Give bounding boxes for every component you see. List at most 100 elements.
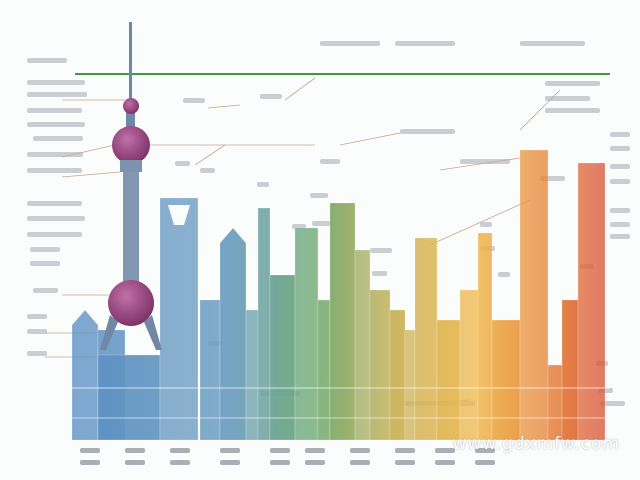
leader-line [61,144,116,158]
leader-lines [45,77,561,406]
label-scribble [610,132,630,137]
tick-scribble [270,460,290,465]
label-scribble [33,136,83,141]
building [414,237,438,441]
building [577,162,606,441]
tick-scribble [220,448,240,453]
label-scribble [27,232,82,237]
leader-line [61,171,121,178]
building [257,207,271,441]
tick-scribble [170,448,190,453]
leader-line [439,157,521,171]
label-scribble [480,222,492,227]
label-scribble [33,288,58,293]
label-scribble [292,224,306,229]
tick-scribble [435,460,455,465]
label-scribble [257,182,269,187]
label-scribble [27,92,87,97]
leader-line [339,132,401,146]
building [519,149,549,441]
tick-scribble [270,448,290,453]
label-scribble [27,216,85,221]
building [404,329,416,441]
building [477,232,493,441]
watermark: www.gdxmfw.com [452,434,620,454]
building [354,249,371,441]
label-scribble [27,168,82,173]
label-scribble [27,351,47,356]
leader-line [519,89,561,131]
building [317,299,331,441]
label-scribble [395,41,455,46]
leader-line [284,77,316,101]
tick-scribble [80,460,100,465]
label-scribble [200,168,215,173]
label-scribble [460,159,510,164]
label-scribble [260,94,282,99]
label-scribble [610,164,630,169]
building [294,227,319,441]
label-scribble [320,159,340,164]
tick-scribble [170,460,190,465]
label-scribble [175,161,190,166]
building [199,299,221,441]
building [491,319,521,441]
label-scribble [520,41,585,46]
label-scribble [400,129,455,134]
label-scribble [30,261,60,266]
label-scribble [27,108,82,113]
label-scribble [545,108,600,113]
label-scribble [27,314,47,319]
tick-scribble [305,460,325,465]
tick-scribble [80,448,100,453]
label-scribble [600,401,625,406]
label-scribble [27,80,85,85]
label-scribble [27,58,67,63]
tick-scribble [475,448,495,453]
label-scribble [545,96,590,101]
label-scribble [312,221,332,226]
building [97,354,161,441]
building [389,309,406,441]
building [71,309,99,441]
leader-line [429,199,531,246]
label-scribble [610,222,630,227]
tower-opening [168,205,190,225]
building [547,364,563,441]
label-scribble [27,122,85,127]
label-scribble [27,329,47,334]
building [329,202,356,441]
label-scribble [372,271,387,276]
label-scribble [30,247,60,252]
tick-scribble [350,460,370,465]
tick-scribble [395,460,415,465]
tick-scribble [350,448,370,453]
label-scribble [610,179,630,184]
label-scribble [183,98,205,103]
tick-scribble [220,460,240,465]
tick-scribble [395,448,415,453]
label-scribble [610,208,630,213]
leader-line [207,104,241,109]
label-scribble [310,193,328,198]
tick-scribble [475,460,495,465]
label-scribble [370,248,392,253]
buildings [71,149,606,441]
tick-scribble [125,460,145,465]
label-scribble [498,272,510,277]
tick-scribble [305,448,325,453]
label-scribble [610,146,630,151]
tv-tower [100,22,162,350]
label-scribble [610,234,630,239]
tick-scribble [125,448,145,453]
label-scribble [545,81,600,86]
tick-scribble [435,448,455,453]
building [269,274,296,441]
building [561,299,579,441]
label-scribble [27,201,82,206]
building [219,227,247,441]
building [436,319,461,441]
building [159,197,199,441]
